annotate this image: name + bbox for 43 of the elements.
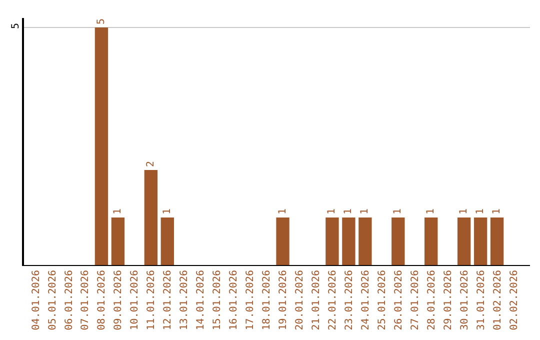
data-label: 1 xyxy=(162,208,173,214)
x-tick-label: 19.01.2026 xyxy=(278,270,290,330)
x-tick-label: 02.02.2026 xyxy=(508,270,520,330)
data-label: 1 xyxy=(426,208,437,214)
data-label: 1 xyxy=(458,208,470,214)
x-tick-label: 12.01.2026 xyxy=(162,270,174,330)
data-label: 1 xyxy=(492,208,503,214)
x-tick-label: 11.01.2026 xyxy=(146,270,158,330)
x-tick-label: 20.01.2026 xyxy=(294,270,306,330)
data-label: 1 xyxy=(112,208,124,214)
data-label: 1 xyxy=(475,208,486,214)
x-tick-label: 26.01.2026 xyxy=(393,270,404,330)
x-tick-label: 13.01.2026 xyxy=(179,270,190,330)
x-tick-label: 31.01.2026 xyxy=(476,270,487,330)
x-tick-label: 28.01.2026 xyxy=(426,270,438,330)
x-tick-label: 15.01.2026 xyxy=(212,270,224,330)
x-tick-label: 01.02.2026 xyxy=(492,270,504,330)
data-label: 1 xyxy=(360,208,371,214)
x-tick-label: 24.01.2026 xyxy=(360,270,372,330)
x-tick-label: 23.01.2026 xyxy=(344,270,355,330)
data-label: 1 xyxy=(392,208,404,214)
x-tick-label: 09.01.2026 xyxy=(113,270,124,330)
x-tick-label: 21.01.2026 xyxy=(310,270,322,330)
data-label: 1 xyxy=(326,208,338,214)
data-label: 1 xyxy=(343,208,354,214)
x-tick-label: 05.01.2026 xyxy=(47,270,58,330)
x-tick-label: 06.01.2026 xyxy=(64,270,75,330)
x-tick-label: 04.01.2026 xyxy=(30,270,42,330)
data-label: 1 xyxy=(277,208,288,214)
x-tick-label: 27.01.2026 xyxy=(410,270,421,330)
x-tick-label: 14.01.2026 xyxy=(196,270,207,330)
x-tick-label: 07.01.2026 xyxy=(80,270,92,330)
data-label: 2 xyxy=(145,160,156,167)
x-tick-label: 22.01.2026 xyxy=(327,270,338,330)
x-tick-label: 25.01.2026 xyxy=(376,270,388,330)
x-tick-label: 16.01.2026 xyxy=(228,270,240,330)
x-tick-label: 08.01.2026 xyxy=(96,270,108,330)
x-tick-label: 10.01.2026 xyxy=(130,270,141,330)
x-tick-label: 29.01.2026 xyxy=(442,270,454,330)
x-tick-label: 17.01.2026 xyxy=(245,270,256,330)
x-tick-label: 18.01.2026 xyxy=(262,270,273,330)
data-label: 5 xyxy=(96,18,107,24)
x-tick-label: 30.01.2026 xyxy=(459,270,470,330)
